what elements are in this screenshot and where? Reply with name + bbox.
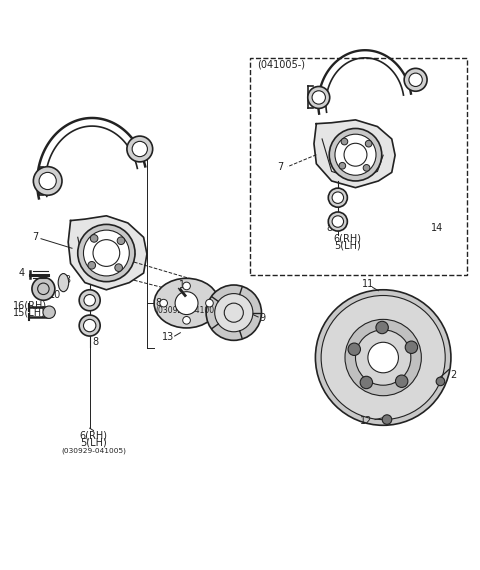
Circle shape <box>308 87 330 108</box>
Circle shape <box>175 292 198 315</box>
Circle shape <box>382 415 392 424</box>
Circle shape <box>84 230 129 276</box>
Text: (030929-041005): (030929-041005) <box>155 306 222 315</box>
Text: 3: 3 <box>64 275 71 285</box>
Text: 16(RH): 16(RH) <box>13 300 48 310</box>
Text: 13: 13 <box>162 332 175 343</box>
Circle shape <box>315 290 451 425</box>
Text: 7: 7 <box>33 233 39 242</box>
Text: 8: 8 <box>92 336 98 347</box>
Circle shape <box>328 188 348 207</box>
Circle shape <box>328 212 348 231</box>
Ellipse shape <box>58 274 69 292</box>
Circle shape <box>404 68 427 91</box>
Text: 14: 14 <box>431 223 443 233</box>
Text: 6(RH): 6(RH) <box>334 233 361 243</box>
Text: 10: 10 <box>49 291 61 300</box>
Circle shape <box>79 315 100 336</box>
Text: 12: 12 <box>360 416 372 426</box>
Circle shape <box>365 140 372 147</box>
Circle shape <box>117 237 125 245</box>
Circle shape <box>34 166 62 196</box>
Circle shape <box>405 341 418 353</box>
Circle shape <box>360 376 372 389</box>
Circle shape <box>341 138 348 145</box>
Text: (041005-): (041005-) <box>257 60 305 70</box>
Circle shape <box>356 330 411 385</box>
Bar <box>250 58 467 275</box>
Circle shape <box>160 299 168 307</box>
Polygon shape <box>68 216 147 290</box>
Circle shape <box>312 91 325 104</box>
Circle shape <box>79 290 100 311</box>
Text: 9: 9 <box>260 314 266 323</box>
Circle shape <box>436 377 445 386</box>
Circle shape <box>127 136 153 162</box>
Circle shape <box>332 216 344 227</box>
Circle shape <box>332 192 344 203</box>
Circle shape <box>339 162 346 169</box>
Polygon shape <box>314 120 395 188</box>
Circle shape <box>183 282 191 290</box>
Circle shape <box>345 319 421 396</box>
Circle shape <box>206 285 262 340</box>
Circle shape <box>90 235 98 242</box>
Circle shape <box>132 141 147 157</box>
Circle shape <box>368 342 398 373</box>
Text: 6(RH): 6(RH) <box>80 430 108 440</box>
Text: 11: 11 <box>362 279 374 289</box>
Circle shape <box>409 73 422 87</box>
Circle shape <box>396 375 408 388</box>
Circle shape <box>348 343 360 356</box>
Circle shape <box>321 295 445 420</box>
Text: 1: 1 <box>179 280 185 290</box>
Text: 2: 2 <box>450 370 456 380</box>
Circle shape <box>78 225 135 282</box>
Text: 15(LH): 15(LH) <box>13 307 46 317</box>
Text: 5(LH): 5(LH) <box>80 438 107 447</box>
Circle shape <box>115 264 122 271</box>
Circle shape <box>84 319 96 332</box>
Circle shape <box>32 278 55 300</box>
Circle shape <box>84 295 96 306</box>
Circle shape <box>88 262 96 269</box>
Circle shape <box>335 134 376 175</box>
Circle shape <box>39 172 56 190</box>
Text: 8: 8 <box>326 223 332 233</box>
Text: 7: 7 <box>277 162 284 172</box>
Circle shape <box>215 294 253 332</box>
Circle shape <box>329 128 382 181</box>
Text: 8: 8 <box>155 298 161 308</box>
Text: (030929-041005): (030929-041005) <box>61 448 126 454</box>
Circle shape <box>183 316 191 324</box>
Circle shape <box>43 306 55 319</box>
Text: 5(LH): 5(LH) <box>334 241 361 250</box>
Circle shape <box>205 299 213 307</box>
Circle shape <box>363 165 370 171</box>
Ellipse shape <box>154 278 219 328</box>
Circle shape <box>376 321 388 333</box>
Text: 4: 4 <box>18 268 24 278</box>
